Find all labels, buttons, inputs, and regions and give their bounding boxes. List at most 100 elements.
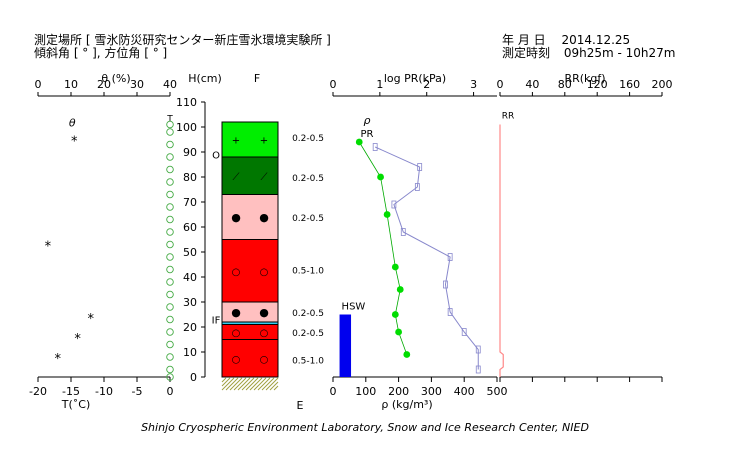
theta-marker: * — [74, 332, 81, 347]
temperature-tick-label: -15 — [62, 385, 80, 398]
pr-marker — [400, 228, 406, 236]
density-tick-label: 400 — [454, 385, 475, 398]
ground-hatch — [249, 377, 263, 391]
temperature-marker — [166, 353, 174, 361]
hardness-bottom-label: E — [297, 399, 304, 412]
temperature-marker — [166, 278, 174, 286]
density-tick-label: 100 — [355, 385, 376, 398]
grain-symbol: ● — [259, 211, 269, 224]
snow-layer-melt-forms — [221, 239, 279, 303]
height-tick-label: 90 — [183, 146, 197, 159]
rr-tick-label: 40 — [525, 78, 539, 91]
ground-hatch — [221, 377, 235, 391]
theta-tick-label: 40 — [163, 78, 177, 91]
site-label-row: 測定場所 [ 雪氷防災研究センター新庄雪氷環境実験所 ] — [34, 33, 331, 47]
pr-tick-label: 2 — [423, 78, 430, 91]
ground-hatch — [225, 377, 239, 391]
height-tick-label: 110 — [176, 96, 197, 109]
density-marker — [396, 286, 404, 293]
density-marker — [403, 351, 411, 358]
pr-marker — [447, 308, 453, 316]
temperature-tick-label: -10 — [95, 385, 113, 398]
pr-marker — [414, 183, 420, 191]
temperature-marker — [166, 153, 174, 161]
site-label: 測定場所 — [34, 33, 83, 47]
grain-symbol: ○ — [232, 267, 241, 278]
angle-label: 傾斜角 [ ° ], 方位角 [ ° ] — [34, 46, 168, 60]
date-value: 2014.12.25 — [561, 33, 631, 47]
height-tick-label: 60 — [183, 221, 197, 234]
theta-series-label: θ — [69, 117, 76, 130]
ground-hatch — [273, 385, 279, 391]
theta-tick-label: 20 — [97, 78, 111, 91]
pr-tick-label: 3 — [470, 78, 477, 91]
ground-hatch — [221, 377, 227, 383]
theta-axis-title: θ (%) — [101, 72, 130, 85]
ground-hatch — [237, 377, 251, 391]
grain-symbol: ○ — [260, 328, 269, 339]
density-axis-title: ρ (kg/m³) — [381, 398, 432, 411]
ground-hatch — [265, 377, 279, 391]
pr-tick-label: 0 — [330, 78, 337, 91]
density-series-label: ρ — [364, 114, 371, 127]
grain-symbol: ○ — [232, 328, 241, 339]
height-tick-label: 80 — [183, 171, 197, 184]
theta-marker: * — [88, 312, 95, 327]
rr-tick-label: 80 — [558, 78, 572, 91]
ground-hatch — [261, 377, 275, 391]
density-marker — [377, 173, 384, 181]
temperature-marker — [166, 290, 174, 299]
ground-hatch — [269, 381, 279, 391]
pr-marker — [391, 200, 397, 209]
temperature-marker — [166, 178, 174, 186]
temperature-marker — [166, 228, 174, 236]
rr-tick-label: 160 — [619, 78, 640, 91]
ground-hatch — [221, 377, 231, 387]
temperature-tick-label: 0 — [167, 385, 174, 398]
height-tick-label: 30 — [183, 296, 197, 309]
temperature-marker — [166, 265, 174, 274]
pr-tick-label: 1 — [376, 78, 383, 91]
grain-symbol: ● — [231, 211, 241, 224]
temperature-marker — [166, 165, 174, 174]
temperature-series-label: T — [166, 115, 173, 125]
grain-symbol: ● — [231, 306, 241, 319]
theta-marker: * — [55, 352, 62, 367]
site-value: [ 雪氷防災研究センター新庄雪氷環境実験所 ] — [85, 33, 331, 47]
ground-hatch — [233, 377, 247, 391]
height-tick-label: 50 — [183, 246, 197, 259]
temperature-marker — [166, 190, 174, 199]
grain-symbol: ○ — [260, 354, 269, 365]
temperature-tick-label: -5 — [132, 385, 143, 398]
density-marker — [355, 138, 363, 146]
density-marker — [391, 311, 399, 318]
pr-marker — [475, 345, 481, 354]
grain-symbol: ○ — [260, 267, 269, 278]
temperature-marker — [166, 120, 174, 129]
pr-series-label: PR — [361, 129, 374, 140]
rr-axis-title: RR(kgf) — [564, 72, 605, 85]
pr-axis-title: log PR(kPa) — [384, 72, 446, 85]
rr-tick-label: 120 — [587, 78, 608, 91]
density-tick-label: 200 — [388, 385, 409, 398]
snow-layer-decomposed — [221, 156, 279, 195]
temperature-marker — [166, 240, 174, 249]
temperature-tick-label: -20 — [29, 385, 47, 398]
theta-tick-label: 10 — [64, 78, 78, 91]
time-value: 09h25m - 10h27m — [563, 46, 676, 60]
temperature-marker — [166, 373, 174, 381]
grain-symbol: ⟋ — [261, 172, 268, 183]
pr-marker — [475, 365, 481, 374]
density-tick-label: 300 — [421, 385, 442, 398]
temperature-marker — [166, 253, 174, 261]
density-marker — [395, 328, 402, 336]
rr-tick-label: 0 — [497, 78, 504, 91]
height-tick-label: 10 — [183, 346, 197, 359]
rr-series-label: RR — [502, 112, 515, 122]
grain-size-label: 0.5-1.0 — [292, 357, 324, 367]
snow-layer-melt-forms — [221, 324, 279, 340]
height-tick-label: 20 — [183, 321, 197, 334]
temperature-marker — [166, 340, 174, 349]
temperature-marker — [166, 315, 174, 324]
